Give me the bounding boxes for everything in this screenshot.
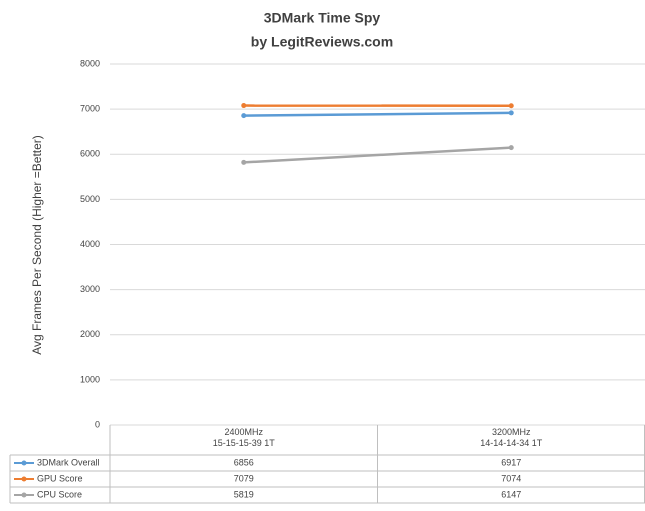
y-tick-label: 8000 [80, 58, 100, 68]
table-value: 6856 [234, 457, 254, 467]
chart-title: 3DMark Time Spy [264, 10, 381, 26]
y-tick-label: 1000 [80, 374, 100, 384]
y-tick-label: 4000 [80, 239, 100, 249]
line [243, 111, 512, 117]
legend-swatch [21, 460, 27, 466]
y-tick-label: 0 [95, 419, 100, 429]
table-value: 7079 [234, 473, 254, 483]
x-tick-label: 3200MHz 14-14-14-34 1T [480, 427, 543, 448]
y-tick-label: 7000 [80, 104, 100, 114]
x-tick-label: 2400MHz 15-15-15-39 1T [213, 427, 276, 448]
marker [241, 103, 247, 109]
table-value: 6917 [501, 457, 521, 467]
marker [508, 110, 514, 116]
y-tick-label: 5000 [80, 194, 100, 204]
marker [241, 113, 247, 119]
y-tick-label: 6000 [80, 149, 100, 159]
marker [508, 145, 514, 151]
y-axis-label: Avg Frames Per Second (Higher =Better) [30, 135, 44, 355]
marker [241, 159, 247, 165]
legend-label: GPU Score [37, 473, 83, 483]
legend-swatch [21, 492, 27, 498]
legend-swatch [21, 476, 27, 482]
table-value: 5819 [234, 489, 254, 499]
legend-label: 3DMark Overall [37, 457, 100, 467]
chart-subtitle: by LegitReviews.com [251, 34, 393, 50]
legend-label: CPU Score [37, 489, 82, 499]
y-tick-label: 3000 [80, 284, 100, 294]
table-value: 6147 [501, 489, 521, 499]
line [243, 146, 512, 164]
y-tick-label: 2000 [80, 329, 100, 339]
marker [508, 103, 514, 109]
table-value: 7074 [501, 473, 521, 483]
